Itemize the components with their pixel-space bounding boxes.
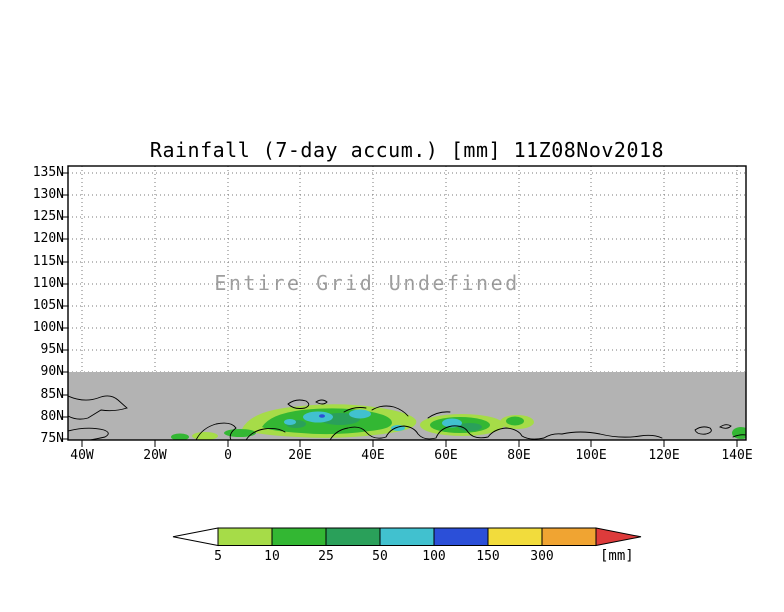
y-tick-label: 115N <box>32 254 64 269</box>
colorbar-tick-label: 150 <box>476 549 500 564</box>
rain-patches-level-25-50 <box>286 413 482 431</box>
colorbar-seg-5 <box>433 527 489 546</box>
colorbar-below-min-arrow <box>172 527 219 547</box>
x-tick-label: 40W <box>70 448 94 463</box>
colorbar-tick-label: 5 <box>214 549 222 564</box>
colorbar-tick-label: 50 <box>372 549 388 564</box>
colorbar-tick-label: 10 <box>264 549 280 564</box>
colorbar-seg-6 <box>487 527 543 546</box>
y-tick-label: 75N <box>40 431 64 446</box>
x-tick-label: 120E <box>648 448 680 463</box>
colorbar <box>172 527 642 547</box>
y-tick-label: 130N <box>32 187 64 202</box>
x-tick-label: 100E <box>575 448 607 463</box>
y-tick-label: 80N <box>40 409 64 424</box>
rain-patches-level-50-100 <box>284 409 462 431</box>
y-tick-label: 135N <box>32 165 64 180</box>
y-tick-label: 125N <box>32 209 64 224</box>
x-tick-label: 60E <box>434 448 458 463</box>
x-tick-label: 80E <box>507 448 531 463</box>
x-tick-label: 20E <box>288 448 312 463</box>
x-tick-label: 140E <box>721 448 753 463</box>
axis-ticks <box>61 172 738 447</box>
coastlines <box>68 395 746 440</box>
colorbar-tick-label: 100 <box>422 549 446 564</box>
colorbar-seg-7 <box>541 527 597 546</box>
y-tick-label: 85N <box>40 387 64 402</box>
y-tick-label: 95N <box>40 342 64 357</box>
colorbar-tick-label: 25 <box>318 549 334 564</box>
chart-title: Rainfall (7-day accum.) [mm] 11Z08Nov201… <box>149 138 665 162</box>
colorbar-above-max-arrow <box>595 527 642 547</box>
y-tick-label: 90N <box>40 364 64 379</box>
x-tick-label: 40E <box>361 448 385 463</box>
rain-patch-level-100-150 <box>319 414 325 418</box>
y-tick-label: 100N <box>32 320 64 335</box>
defined-data-band <box>68 372 746 440</box>
y-tick-label: 110N <box>32 276 64 291</box>
colorbar-unit-label: [mm] <box>600 548 634 564</box>
y-tick-label: 105N <box>32 298 64 313</box>
colorbar-seg-4 <box>379 527 435 546</box>
y-tick-label: 120N <box>32 231 64 246</box>
undefined-grid-message: Entire Grid Undefined <box>214 271 520 295</box>
colorbar-tick-label: 300 <box>530 549 554 564</box>
x-tick-label: 0 <box>224 448 232 463</box>
colorbar-seg-2 <box>271 527 327 546</box>
colorbar-seg-3 <box>325 527 381 546</box>
plot-frame <box>67 165 747 441</box>
x-tick-label: 20W <box>143 448 167 463</box>
colorbar-seg-1 <box>217 527 273 546</box>
